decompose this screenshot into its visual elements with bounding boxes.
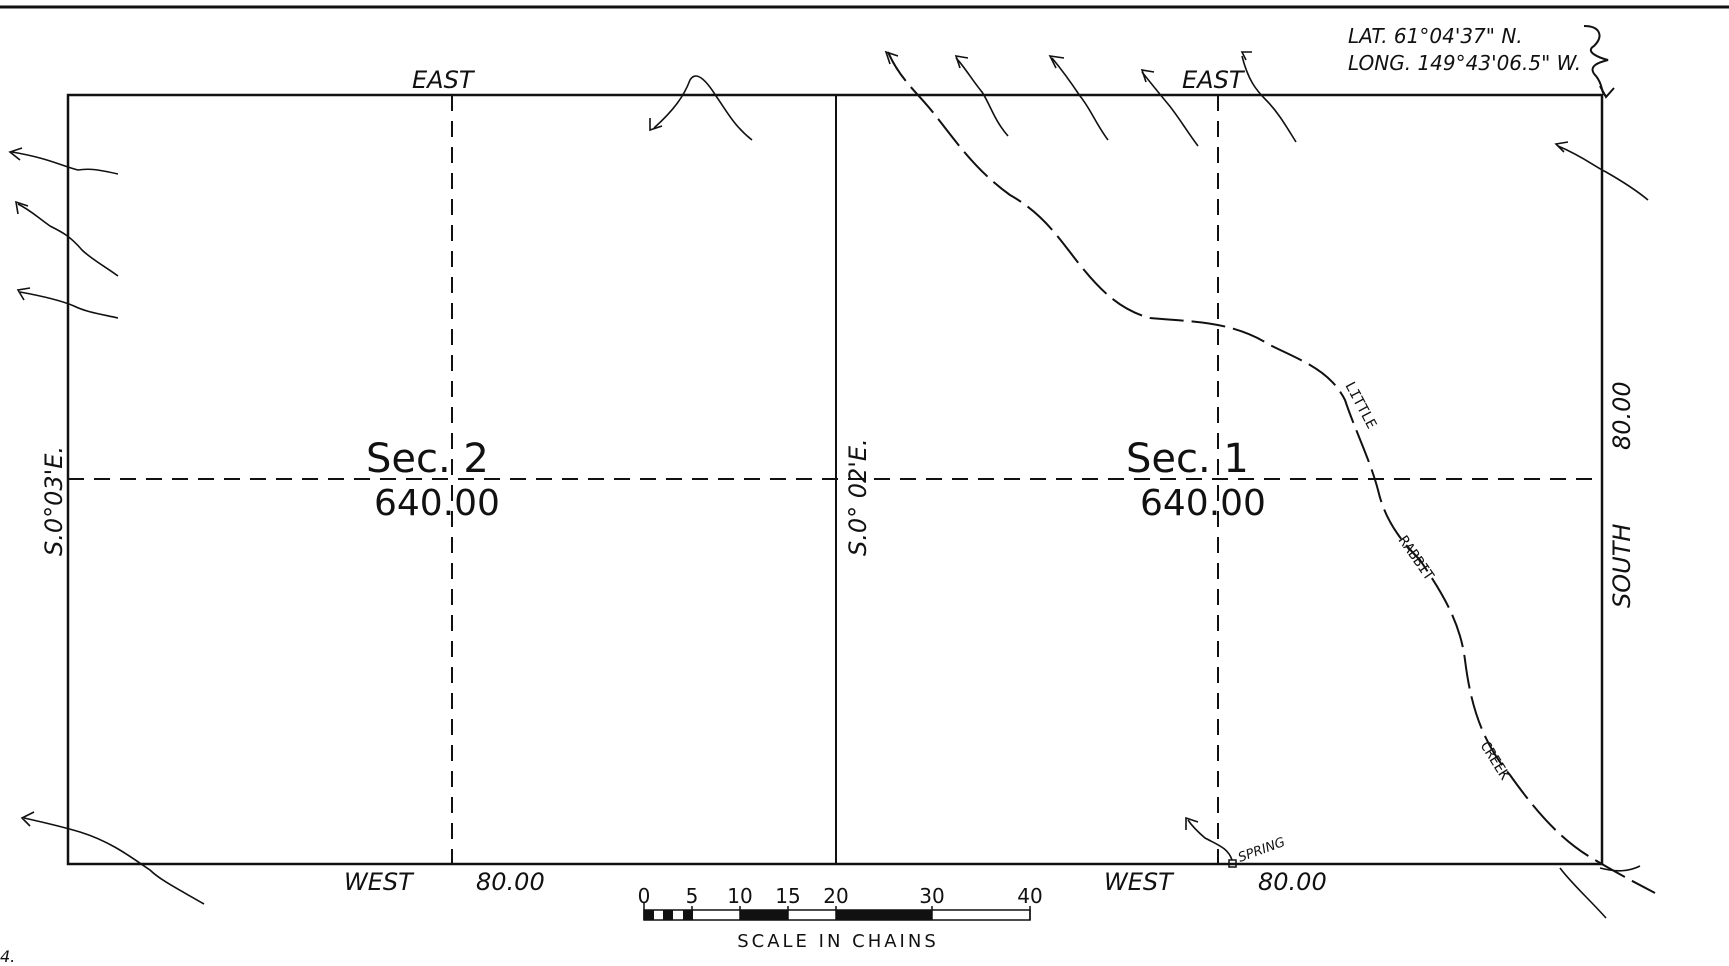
arrow-icon (1140, 68, 1155, 83)
scale-segment (836, 910, 932, 920)
section-2-area: 640.00 (374, 483, 500, 524)
arrow-icon (1554, 141, 1569, 153)
coordinate-arrow-icon (1599, 85, 1615, 99)
south-boundary-left: WEST (344, 868, 415, 896)
scale-label: SCALE IN CHAINS (737, 931, 939, 952)
scale-segment (663, 910, 673, 920)
stream-southeast-2 (1599, 865, 1641, 872)
spring-arrow-icon (1185, 816, 1199, 830)
south-distance-right: 80.00 (1258, 868, 1327, 896)
north-boundary-left: EAST (412, 66, 476, 94)
stream-arrow-icons (8, 50, 1569, 827)
stream-west-2 (17, 203, 119, 277)
scale-segment (740, 910, 788, 920)
stream-north-4 (1241, 55, 1297, 143)
scale-segment (683, 910, 693, 920)
west-bearing: S.0°03'E. (40, 446, 68, 556)
stream-north-3 (1141, 71, 1199, 147)
creek-label-creek: CREEK (1477, 739, 1513, 784)
stream-north-2 (1051, 57, 1109, 141)
coordinate-bracket (1583, 25, 1609, 97)
east-bearing: SOUTH (1608, 524, 1636, 608)
spring-drainage (1187, 819, 1233, 861)
scale-tick-label: 10 (727, 884, 752, 908)
stream-west-4 (23, 817, 205, 905)
stream-east-1 (1557, 145, 1649, 201)
scale-bar: 0 5 10 15 20 30 40 SCALE IN CHAINS (638, 884, 1043, 952)
arrow-icon (20, 811, 35, 827)
section-2-name: Sec. 2 (366, 436, 489, 482)
arrow-icon (8, 147, 23, 161)
longitude-label: LONG. 149°43'06.5" W. (1348, 51, 1581, 75)
south-boundary-right: WEST (1104, 868, 1175, 896)
spring-label: SPRING (1236, 835, 1287, 866)
stream-southeast (1559, 867, 1607, 919)
stream-north-1 (955, 57, 1009, 137)
arrow-icon (649, 118, 663, 132)
arrow-icon (16, 287, 31, 301)
latitude-label: LAT. 61°04'37" N. (1348, 24, 1523, 48)
scale-tick-label: 40 (1017, 884, 1042, 908)
spring-symbol (1228, 859, 1237, 868)
section-1-name: Sec. 1 (1126, 436, 1249, 482)
south-distance-left: 80.00 (476, 868, 545, 896)
arrow-icon (14, 200, 29, 215)
middle-bearing: S.0° 02'E. (844, 438, 872, 556)
arrow-icon (1048, 54, 1065, 69)
east-distance: 80.00 (1608, 381, 1636, 450)
stream-west-1 (11, 151, 119, 175)
drainage-streams (11, 55, 1649, 919)
scale-tick-label: 20 (823, 884, 848, 908)
scale-segment (644, 910, 654, 920)
little-rabbit-creek (887, 51, 1656, 894)
arrow-icon (954, 54, 969, 69)
scale-tick-label: 15 (775, 884, 800, 908)
scale-tick-label: 0 (638, 884, 651, 908)
arrow-icon (884, 50, 899, 65)
section-1-area: 640.00 (1140, 483, 1266, 524)
scale-tick-label: 5 (686, 884, 699, 908)
arrow-icon (1240, 51, 1252, 61)
stream-north-loop (653, 75, 753, 141)
stream-west-3 (19, 291, 119, 319)
scale-tick-label: 30 (919, 884, 944, 908)
creek-label-rabbit: RABBIT (1395, 533, 1437, 584)
corner-mark: 4. (0, 947, 15, 966)
north-boundary-right: EAST (1182, 66, 1246, 94)
